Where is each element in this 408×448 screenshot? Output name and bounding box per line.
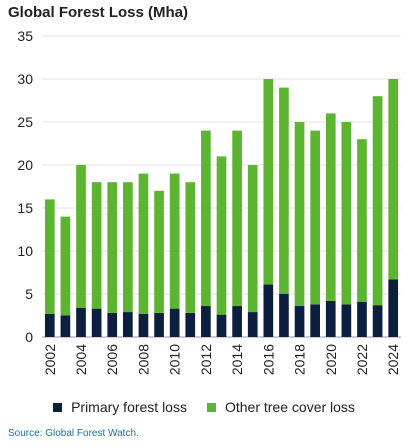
bar-other-2006 [107,182,118,313]
bar-other-2005 [91,182,102,309]
legend-swatch-other [206,402,216,412]
bar-other-2013 [216,156,227,315]
legend-label-other: Other tree cover loss [224,399,355,415]
bar-primary-2005 [91,308,102,337]
y-tick-label: 35 [17,28,33,44]
bar-other-2019 [310,130,320,305]
bar-primary-2004 [76,307,86,337]
y-tick-label: 10 [17,243,33,259]
legend-swatch-primary [53,402,63,412]
bar-other-2012 [201,130,211,307]
bars [44,79,399,337]
bar-other-2009 [154,190,164,313]
y-tick-label: 15 [17,200,33,216]
legend-label-primary: Primary forest loss [71,399,187,415]
bar-primary-2009 [154,312,164,337]
x-tick-label: 2012 [198,344,214,375]
bar-other-2024 [388,79,399,280]
bar-primary-2023 [372,305,383,337]
bar-other-2022 [357,139,367,302]
bar-primary-2024 [388,279,399,337]
bar-primary-2002 [44,313,55,337]
x-tick-label: 2022 [354,344,370,375]
bar-primary-2012 [201,306,211,337]
bar-primary-2011 [185,312,196,337]
bar-other-2003 [60,216,71,316]
bar-primary-2006 [107,312,118,337]
bar-primary-2010 [169,308,180,337]
y-tick-label: 25 [17,114,33,130]
bar-other-2017 [279,87,289,294]
source-note: Source: Global Forest Watch. [8,428,139,439]
y-tick-label: 5 [25,286,33,302]
x-tick-label: 2004 [73,344,89,375]
bar-primary-2022 [357,301,367,337]
y-axis-ticks: 0 5 10 15 20 25 30 35 [17,28,33,345]
bar-primary-2013 [216,314,227,337]
legend-item-primary: Primary forest loss [53,399,187,415]
bar-primary-2016 [263,284,274,337]
bar-other-2008 [138,173,149,314]
x-tick-label: 2014 [229,344,245,375]
x-tick-label: 2016 [260,344,276,375]
bar-primary-2003 [60,315,71,337]
bar-other-2007 [123,182,133,313]
bar-other-2004 [76,165,86,308]
bar-other-2015 [247,165,258,313]
bar-other-2023 [372,96,383,306]
x-tick-label: 2006 [104,344,120,375]
x-tick-label: 2008 [135,344,151,375]
bar-other-2011 [185,182,196,313]
x-tick-label: 2002 [42,344,58,375]
bar-other-2010 [169,173,180,309]
legend-item-other: Other tree cover loss [206,399,355,415]
bar-primary-2017 [279,294,289,337]
bar-primary-2021 [341,304,352,337]
bar-primary-2015 [247,312,258,337]
bar-primary-2008 [138,313,149,337]
bar-other-2020 [325,113,336,301]
bar-other-2002 [44,199,55,314]
x-tick-label: 2024 [385,344,401,375]
bar-primary-2014 [232,306,242,337]
y-tick-label: 30 [17,71,33,87]
x-tick-label: 2020 [323,344,339,375]
bar-other-2018 [294,122,305,307]
bar-other-2014 [232,130,242,307]
legend: Primary forest loss Other tree cover los… [0,399,408,415]
bar-primary-2020 [325,300,336,337]
bar-primary-2007 [123,312,133,337]
bar-primary-2019 [310,304,320,337]
y-tick-label: 0 [25,329,33,345]
chart-title: Global Forest Loss (Mha) [8,4,189,21]
bar-other-2021 [341,122,352,305]
x-tick-label: 2018 [292,344,308,375]
x-axis-ticks: 2002 2004 2006 2008 2010 2012 2014 2016 2018 2020… [42,344,401,375]
bar-primary-2018 [294,306,305,337]
bar-other-2016 [263,79,274,285]
y-tick-label: 20 [17,157,33,173]
x-tick-label: 2010 [167,344,183,375]
